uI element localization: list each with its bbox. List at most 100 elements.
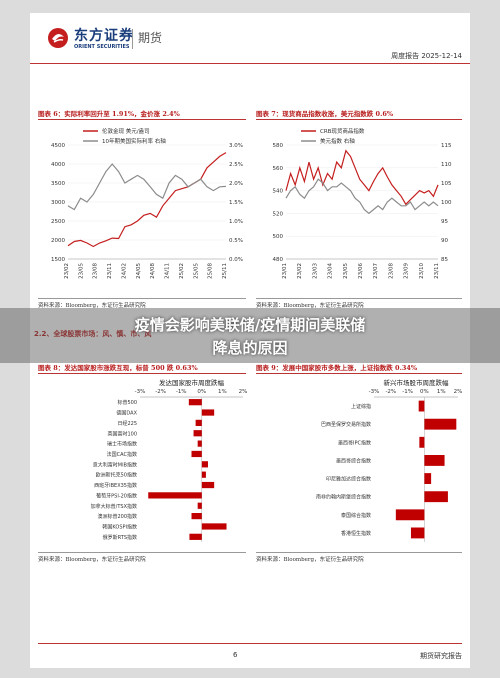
page-number: 6 bbox=[233, 651, 238, 659]
legend-label: 伦敦金现 美元/盎司 bbox=[102, 127, 150, 135]
x-tick-label: 23/01 bbox=[282, 263, 288, 279]
legend-label: 10年期美国实际利率 右轴 bbox=[102, 137, 166, 145]
x-tick-label: 23/11 bbox=[107, 263, 113, 279]
fig9-title: 图表 9：发展中国家股市多数上涨，上证指数跌 0.34% bbox=[256, 364, 418, 372]
series-line-1 bbox=[285, 149, 439, 206]
x-tick-label: 23/05 bbox=[78, 263, 84, 279]
x-tick-label: 2% bbox=[454, 389, 462, 395]
x-tick-label: 23/08 bbox=[93, 263, 99, 279]
chart-title: 发达国家股市周度跌幅 bbox=[159, 378, 225, 387]
bar bbox=[418, 400, 425, 412]
x-tick-label: 23/02 bbox=[64, 263, 70, 279]
fig8-chart: 发达国家股市周度跌幅 -3% -2% -1% 0% 1% 2% 标普500 德国DAX 日经225… bbox=[91, 378, 248, 542]
x-tick-label: -2% bbox=[385, 389, 396, 395]
x-tick-label: 23/02 bbox=[297, 263, 303, 279]
y2-tick-label: 115 bbox=[441, 143, 452, 149]
x-tick-label: 1% bbox=[218, 389, 227, 395]
y-tick-label: 3000 bbox=[51, 200, 65, 206]
x-tick-label: 23/10 bbox=[419, 263, 425, 279]
x-tick-label: -1% bbox=[176, 389, 187, 395]
bar bbox=[191, 450, 202, 458]
y-tick-label: 3500 bbox=[51, 181, 65, 187]
category-label: 日经225 bbox=[117, 420, 137, 427]
y2-tick-label: 110 bbox=[441, 162, 452, 168]
category-label: 法国CAC指数 bbox=[107, 451, 137, 458]
y2-tick-label: 0.0% bbox=[229, 257, 243, 263]
bar bbox=[201, 523, 227, 530]
bar bbox=[193, 430, 202, 437]
section-label: 期货 bbox=[138, 31, 163, 45]
footer-label: 期货研究报告 bbox=[420, 652, 462, 660]
x-tick-label: 25/11 bbox=[222, 263, 228, 279]
fig7-source-rule bbox=[256, 298, 462, 299]
bar bbox=[395, 509, 425, 521]
category-label: 墨西哥综合指数 bbox=[336, 457, 371, 464]
x-tick-label: -3% bbox=[369, 389, 380, 395]
y2-tick-label: 2.5% bbox=[229, 162, 243, 168]
report-meta: 周度报告 2025-12-14 bbox=[391, 51, 462, 61]
x-tick-label: 2% bbox=[239, 389, 248, 395]
fig8-source: 资料来源：Bloomberg，东证衍生品研究院 bbox=[38, 557, 146, 563]
category-label: 上证综指 bbox=[351, 403, 371, 410]
y2-tick-label: 105 bbox=[441, 181, 452, 187]
company-name: 东方证券 bbox=[74, 28, 134, 44]
bar bbox=[197, 502, 202, 509]
y-tick-label: 4500 bbox=[51, 143, 65, 149]
bar bbox=[197, 440, 202, 447]
x-tick-label: 23/09 bbox=[404, 263, 410, 279]
y-tick-label: 1500 bbox=[51, 257, 65, 263]
x-tick-label: 0% bbox=[420, 389, 429, 395]
y2-tick-label: 85 bbox=[441, 257, 448, 263]
fig9-source-rule bbox=[256, 552, 462, 553]
x-tick-label: -2% bbox=[155, 389, 166, 395]
category-label: 意大利富时MIB指数 bbox=[93, 461, 137, 468]
category-label: 瑞士市场指数 bbox=[107, 441, 137, 448]
x-tick-label: 1% bbox=[437, 389, 446, 395]
fig6-chart: 伦敦金现 美元/盎司 10年期美国实际利率 右轴 1500 2000 2500 3000 3… bbox=[51, 127, 243, 279]
fig7-title: 图表 7：现货商品指数收涨，美元指数跌 0.6% bbox=[256, 110, 394, 118]
bar bbox=[424, 418, 457, 430]
y2-tick-label: 95 bbox=[441, 219, 448, 225]
category-label: 印尼雅加达综合指数 bbox=[326, 476, 371, 483]
fig6-title: 图表 6：实际利率回升至 1.91%，金价涨 2.4% bbox=[38, 110, 180, 118]
x-tick-label: 0% bbox=[197, 389, 206, 395]
y-tick-label: 4000 bbox=[51, 162, 65, 168]
category-label: 英国富时100 bbox=[107, 430, 137, 437]
category-label: 俄罗斯RTS指数 bbox=[103, 534, 137, 541]
category-label: 葡萄牙PSI-20指数 bbox=[96, 492, 137, 499]
category-label: 香港恒生指数 bbox=[341, 530, 371, 537]
x-tick-label: -3% bbox=[135, 389, 146, 395]
bar bbox=[424, 455, 445, 466]
x-tick-label: 25/02 bbox=[179, 263, 185, 279]
fig9-chart: 新兴市场股市周度跌幅 -3% -2% -1% 0% 1% 2% 上证综指巴西圣保罗交易所指数墨… bbox=[316, 378, 462, 542]
bar bbox=[410, 527, 425, 539]
fig9-rule bbox=[256, 373, 462, 374]
logo-divider bbox=[132, 29, 133, 49]
x-tick-label: 24/02 bbox=[121, 263, 127, 279]
series-line-2 bbox=[67, 163, 227, 211]
bar bbox=[424, 473, 432, 484]
bar bbox=[188, 399, 202, 406]
y2-tick-label: 100 bbox=[441, 200, 452, 206]
y-tick-label: 480 bbox=[273, 257, 284, 263]
x-tick-label: 23/06 bbox=[358, 263, 364, 279]
y-tick-label: 2000 bbox=[51, 238, 65, 244]
fig9-source: 资料来源：Bloomberg，东证衍生品研究院 bbox=[256, 557, 364, 563]
category-label: 标普500 bbox=[117, 399, 137, 406]
y2-tick-label: 1.5% bbox=[229, 200, 243, 206]
bar bbox=[419, 436, 425, 448]
fig7-rule bbox=[256, 119, 462, 120]
category-label: 南非约翰内斯堡综合指数 bbox=[316, 494, 371, 501]
x-tick-label: 24/08 bbox=[150, 263, 156, 279]
y-tick-label: 500 bbox=[273, 234, 284, 240]
fig8-title: 图表 8：发达国家股市涨跌互现，标普 500 跌 0.63% bbox=[38, 364, 198, 372]
fig8-rule bbox=[38, 373, 246, 374]
fig6-rule bbox=[38, 119, 246, 120]
category-label: 泰国综合指数 bbox=[341, 512, 371, 519]
category-label: 加拿大标普/TSX指数 bbox=[91, 503, 137, 510]
fig6-source-rule bbox=[38, 298, 246, 299]
header-rule bbox=[30, 63, 470, 64]
bar bbox=[201, 471, 206, 478]
overlay-title-line1: 疫情会影响美联储/疫情期间美联储 bbox=[134, 316, 366, 334]
